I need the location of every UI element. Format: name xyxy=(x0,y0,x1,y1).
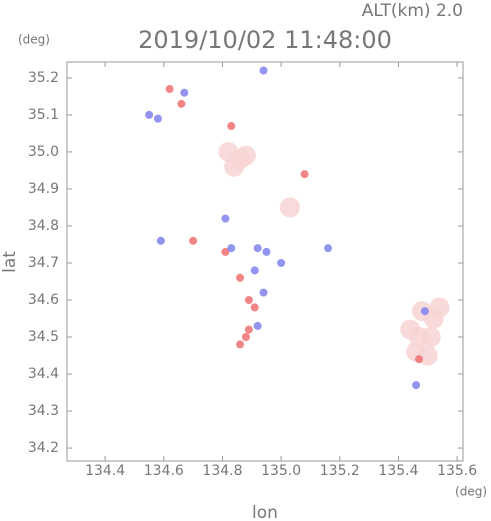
echo-point xyxy=(250,303,259,312)
y-tick-label: 35.0 xyxy=(28,144,59,160)
echo-point xyxy=(177,99,186,108)
echo-point xyxy=(420,307,429,316)
echo-point xyxy=(262,247,271,256)
x-tick-label: 135.6 xyxy=(437,463,477,479)
echo-point xyxy=(253,244,262,253)
echo-point xyxy=(221,214,230,223)
annotation: ALT(km) 2.0 xyxy=(362,1,463,21)
echo-point xyxy=(227,122,236,131)
plot-frame xyxy=(66,61,464,462)
y-tick-label: 34.4 xyxy=(28,366,59,382)
x-tick-label: 135.4 xyxy=(378,463,418,479)
echo-point xyxy=(235,145,256,166)
echo-point xyxy=(420,327,441,348)
echo-point xyxy=(236,273,245,282)
x-tick-label: 134.8 xyxy=(202,463,242,479)
y-tick-label: 34.2 xyxy=(28,440,59,456)
echo-point xyxy=(412,381,421,390)
x-tick-label: 135.2 xyxy=(320,463,360,479)
x-tick-label: 134.4 xyxy=(85,463,125,479)
echo-point xyxy=(165,85,174,94)
echo-point xyxy=(253,321,262,330)
y-unit: (deg) xyxy=(18,33,50,47)
y-axis-label: lat xyxy=(0,251,20,273)
echo-point xyxy=(279,197,300,218)
echo-point xyxy=(244,295,253,304)
x-tick-label: 135.0 xyxy=(261,463,301,479)
y-tick-label: 34.3 xyxy=(28,403,59,419)
y-tick-label: 34.9 xyxy=(28,181,59,197)
echo-point xyxy=(189,236,198,245)
echo-point xyxy=(415,355,423,364)
echo-point xyxy=(180,88,189,97)
echo-point xyxy=(324,244,333,253)
x-tick-label: 134.6 xyxy=(144,463,184,479)
echo-point xyxy=(250,266,259,275)
echo-point xyxy=(400,319,421,340)
y-tick-label: 34.7 xyxy=(28,255,59,271)
echo-point xyxy=(156,236,165,245)
y-tick-label: 35.1 xyxy=(28,107,59,123)
echo-point xyxy=(417,345,438,366)
echo-point xyxy=(300,170,309,179)
echo-point xyxy=(227,244,236,253)
echo-point xyxy=(221,247,230,256)
echo-point xyxy=(236,340,245,349)
echo-point xyxy=(145,110,154,119)
echo-point xyxy=(259,288,268,297)
echo-point xyxy=(259,66,268,75)
echo-point xyxy=(277,258,286,267)
echo-point xyxy=(244,325,253,334)
chart-title: 2019/10/02 11:48:00 xyxy=(138,26,392,54)
echo-point xyxy=(241,333,250,342)
x-unit: (deg) xyxy=(455,485,487,499)
y-tick-label: 35.2 xyxy=(28,70,59,86)
y-tick-label: 34.5 xyxy=(28,329,59,345)
echo-point xyxy=(153,114,162,123)
y-tick-label: 34.8 xyxy=(28,218,59,234)
x-axis-label: lon xyxy=(252,503,278,521)
y-tick-label: 34.6 xyxy=(28,292,59,308)
echo-point xyxy=(429,297,450,318)
